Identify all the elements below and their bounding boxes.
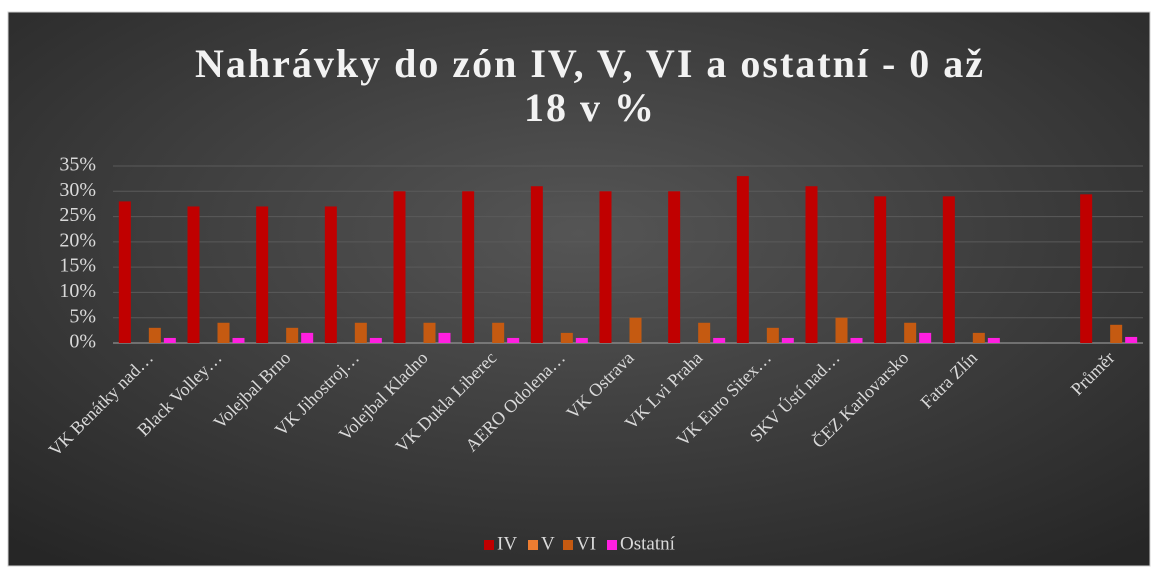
bar <box>507 337 520 343</box>
bar <box>599 191 612 343</box>
chart-title: Nahrávky do zón IV, V, VI a ostatní - 0 … <box>195 41 985 86</box>
bar <box>1125 336 1138 343</box>
bar <box>492 322 505 343</box>
bar <box>187 206 200 343</box>
bar <box>324 206 337 343</box>
bar <box>217 322 230 343</box>
bar <box>369 337 382 343</box>
bar <box>904 322 917 343</box>
legend-swatch <box>528 540 538 550</box>
y-tick-label: 35% <box>59 154 96 176</box>
bar <box>163 337 176 343</box>
bar <box>972 332 985 343</box>
bar <box>698 322 711 343</box>
bar <box>575 337 588 343</box>
y-tick-label: 15% <box>59 255 96 277</box>
legend-label: Ostatní <box>620 533 676 554</box>
bar <box>423 322 436 343</box>
bar <box>560 332 573 343</box>
bar <box>919 332 932 343</box>
y-tick-label: 0% <box>69 331 96 353</box>
bar <box>835 317 848 343</box>
y-tick-label: 30% <box>59 179 96 201</box>
bar <box>232 337 245 343</box>
bar <box>850 337 863 343</box>
bar <box>256 206 269 343</box>
bar <box>462 191 475 343</box>
bar <box>148 327 161 343</box>
legend-label: IV <box>497 533 517 554</box>
y-tick-label: 20% <box>59 229 96 251</box>
bar <box>1110 324 1123 343</box>
y-tick-label: 10% <box>59 280 96 302</box>
bar <box>118 201 131 343</box>
bar <box>354 322 367 343</box>
bar <box>781 337 794 343</box>
bar <box>629 317 642 343</box>
bar <box>942 196 955 343</box>
legend-label: VI <box>576 533 596 554</box>
bar <box>805 186 818 343</box>
bar <box>766 327 779 343</box>
y-tick-label: 25% <box>59 204 96 226</box>
legend-swatch <box>484 540 494 550</box>
bar <box>530 186 543 343</box>
bar <box>668 191 681 343</box>
bar <box>1080 194 1093 343</box>
bar <box>438 332 451 343</box>
legend-swatch <box>563 540 573 550</box>
bar <box>736 176 749 343</box>
legend-swatch <box>607 540 617 550</box>
bar <box>286 327 299 343</box>
legend-label: V <box>541 533 555 554</box>
bar <box>874 196 887 343</box>
bar <box>713 337 726 343</box>
bar <box>987 337 1000 343</box>
chart-title: 18 v % <box>524 85 656 130</box>
bar <box>393 191 406 343</box>
bar <box>301 332 314 343</box>
y-tick-label: 5% <box>69 305 96 327</box>
